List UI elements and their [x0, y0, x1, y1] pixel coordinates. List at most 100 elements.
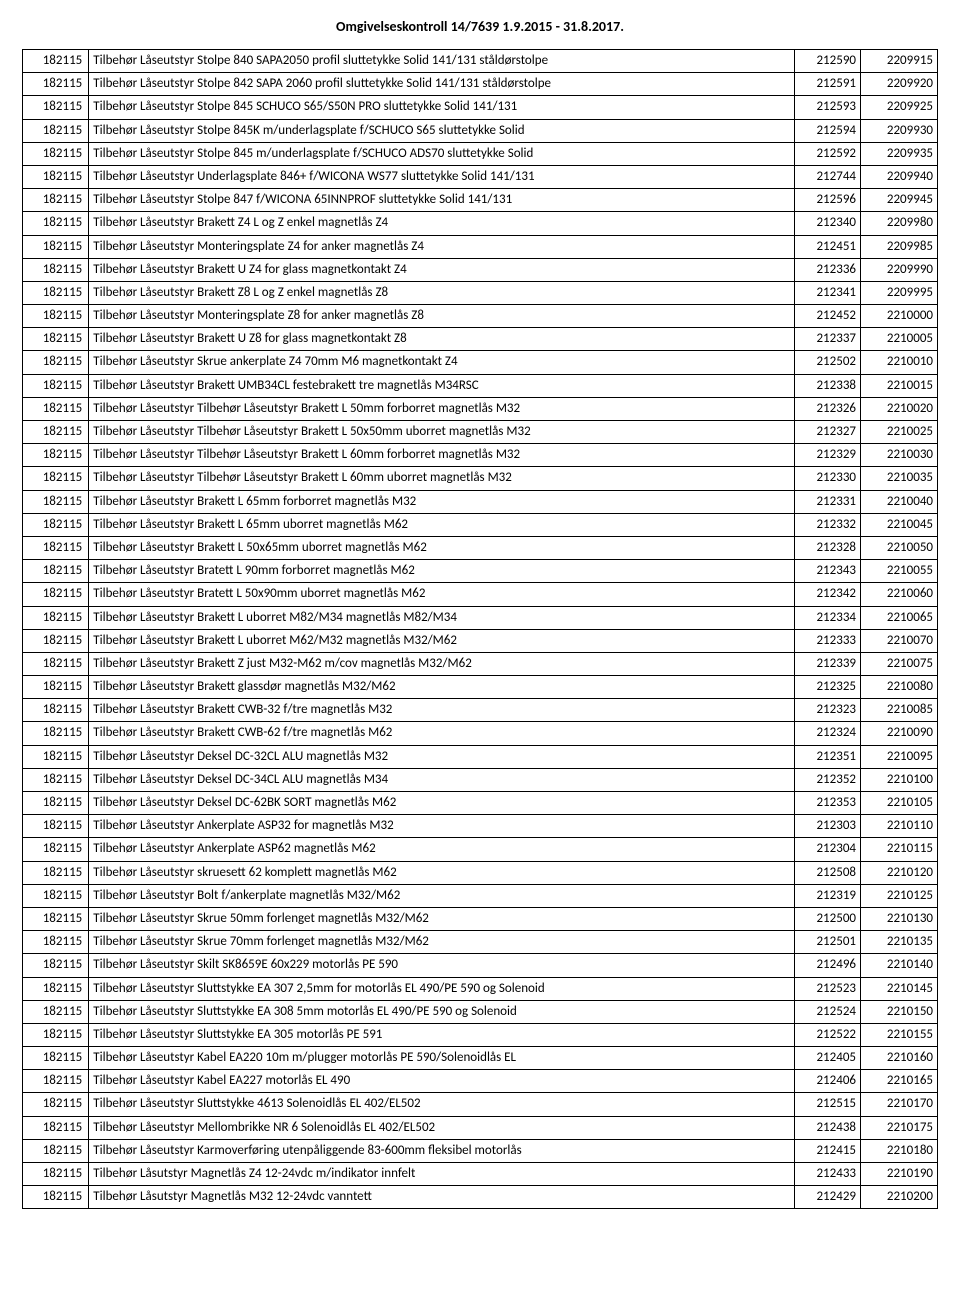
- code1-cell: 182115: [23, 838, 89, 861]
- code3-cell: 2210200: [861, 1186, 938, 1209]
- code1-cell: 182115: [23, 1023, 89, 1046]
- description-cell: Tilbehør Låseutstyr Ankerplate ASP62 mag…: [89, 838, 794, 861]
- code3-cell: 2210065: [861, 606, 938, 629]
- table-row: 182115Tilbehør Låseutstyr Brakett L ubor…: [23, 606, 938, 629]
- description-cell: Tilbehør Låseutstyr Tilbehør Låseutstyr …: [89, 467, 794, 490]
- table-row: 182115Tilbehør Låseutstyr Stolpe 845 SCH…: [23, 96, 938, 119]
- code1-cell: 182115: [23, 490, 89, 513]
- table-row: 182115Tilbehør Låseutstyr Stolpe 840 SAP…: [23, 50, 938, 73]
- code3-cell: 2210085: [861, 699, 938, 722]
- code1-cell: 182115: [23, 189, 89, 212]
- code2-cell: 212451: [794, 235, 860, 258]
- code3-cell: 2210140: [861, 954, 938, 977]
- code1-cell: 182115: [23, 792, 89, 815]
- code3-cell: 2210070: [861, 629, 938, 652]
- code1-cell: 182115: [23, 1186, 89, 1209]
- code1-cell: 182115: [23, 96, 89, 119]
- code1-cell: 182115: [23, 745, 89, 768]
- table-row: 182115Tilbehør Låseutstyr Brakett CWB-32…: [23, 699, 938, 722]
- description-cell: Tilbehør Låseutstyr Brakett CWB-62 f/tre…: [89, 722, 794, 745]
- table-row: 182115Tilbehør Låseutstyr Tilbehør Låseu…: [23, 444, 938, 467]
- code3-cell: 2210055: [861, 560, 938, 583]
- table-row: 182115Tilbehør Låseutstyr Ankerplate ASP…: [23, 838, 938, 861]
- table-row: 182115Tilbehør Låseutstyr Skrue ankerpla…: [23, 351, 938, 374]
- code1-cell: 182115: [23, 1163, 89, 1186]
- description-cell: Tilbehør Låseutstyr Skrue 70mm forlenget…: [89, 931, 794, 954]
- code3-cell: 2209995: [861, 281, 938, 304]
- table-row: 182115Tilbehør Låseutstyr Tilbehør Låseu…: [23, 467, 938, 490]
- code3-cell: 2209945: [861, 189, 938, 212]
- code1-cell: 182115: [23, 467, 89, 490]
- table-row: 182115Tilbehør Låseutstyr Brakett UMB34C…: [23, 374, 938, 397]
- description-cell: Tilbehør Låseutstyr Brakett L 65mm forbo…: [89, 490, 794, 513]
- code2-cell: 212338: [794, 374, 860, 397]
- code2-cell: 212333: [794, 629, 860, 652]
- table-row: 182115Tilbehør Låseutstyr Brakett L 65mm…: [23, 490, 938, 513]
- code1-cell: 182115: [23, 768, 89, 791]
- code3-cell: 2210000: [861, 305, 938, 328]
- code1-cell: 182115: [23, 444, 89, 467]
- code2-cell: 212523: [794, 977, 860, 1000]
- description-cell: Tilbehør Låsutstyr Magnetlås M32 12-24vd…: [89, 1186, 794, 1209]
- data-table: 182115Tilbehør Låseutstyr Stolpe 840 SAP…: [22, 49, 938, 1209]
- table-row: 182115Tilbehør Låseutstyr Brakett L ubor…: [23, 629, 938, 652]
- table-row: 182115Tilbehør Låseutstyr Bolt f/ankerpl…: [23, 884, 938, 907]
- code3-cell: 2210035: [861, 467, 938, 490]
- table-row: 182115Tilbehør Låseutstyr Ankerplate ASP…: [23, 815, 938, 838]
- code3-cell: 2209935: [861, 142, 938, 165]
- code2-cell: 212341: [794, 281, 860, 304]
- description-cell: Tilbehør Låseutstyr Brakett L uborret M8…: [89, 606, 794, 629]
- code2-cell: 212405: [794, 1047, 860, 1070]
- table-row: 182115Tilbehør Låseutstyr Tilbehør Låseu…: [23, 421, 938, 444]
- code1-cell: 182115: [23, 606, 89, 629]
- description-cell: Tilbehør Låseutstyr Brakett U Z4 for gla…: [89, 258, 794, 281]
- code2-cell: 212303: [794, 815, 860, 838]
- code3-cell: 2209915: [861, 50, 938, 73]
- code3-cell: 2210165: [861, 1070, 938, 1093]
- table-row: 182115Tilbehør Låseutstyr Mellombrikke N…: [23, 1116, 938, 1139]
- code1-cell: 182115: [23, 954, 89, 977]
- code2-cell: 212433: [794, 1163, 860, 1186]
- code3-cell: 2210130: [861, 907, 938, 930]
- table-row: 182115Tilbehør Låseutstyr Tilbehør Låseu…: [23, 397, 938, 420]
- description-cell: Tilbehør Låseutstyr Tilbehør Låseutstyr …: [89, 444, 794, 467]
- table-row: 182115Tilbehør Låseutstyr Stolpe 845 m/u…: [23, 142, 938, 165]
- code1-cell: 182115: [23, 583, 89, 606]
- code2-cell: 212438: [794, 1116, 860, 1139]
- code1-cell: 182115: [23, 421, 89, 444]
- code3-cell: 2210090: [861, 722, 938, 745]
- table-row: 182115Tilbehør Låseutstyr Brakett U Z8 f…: [23, 328, 938, 351]
- code3-cell: 2209990: [861, 258, 938, 281]
- code2-cell: 212502: [794, 351, 860, 374]
- code3-cell: 2210105: [861, 792, 938, 815]
- code1-cell: 182115: [23, 1116, 89, 1139]
- table-row: 182115Tilbehør Låseutstyr Brakett U Z4 f…: [23, 258, 938, 281]
- description-cell: Tilbehør Låseutstyr Brakett L uborret M6…: [89, 629, 794, 652]
- code1-cell: 182115: [23, 560, 89, 583]
- code2-cell: 212515: [794, 1093, 860, 1116]
- description-cell: Tilbehør Låseutstyr Stolpe 842 SAPA 2060…: [89, 73, 794, 96]
- code3-cell: 2210015: [861, 374, 938, 397]
- table-row: 182115Tilbehør Låseutstyr Skrue 50mm for…: [23, 907, 938, 930]
- code1-cell: 182115: [23, 1000, 89, 1023]
- code1-cell: 182115: [23, 1139, 89, 1162]
- code1-cell: 182115: [23, 281, 89, 304]
- code2-cell: 212334: [794, 606, 860, 629]
- table-row: 182115Tilbehør Låseutstyr Brakett CWB-62…: [23, 722, 938, 745]
- code1-cell: 182115: [23, 629, 89, 652]
- description-cell: Tilbehør Låseutstyr Tilbehør Låseutstyr …: [89, 397, 794, 420]
- description-cell: Tilbehør Låseutstyr Stolpe 845 SCHUCO S6…: [89, 96, 794, 119]
- code3-cell: 2210030: [861, 444, 938, 467]
- table-row: 182115Tilbehør Låseutstyr Sluttstykke EA…: [23, 1023, 938, 1046]
- description-cell: Tilbehør Låseutstyr Brakett U Z8 for gla…: [89, 328, 794, 351]
- code2-cell: 212323: [794, 699, 860, 722]
- table-row: 182115Tilbehør Låsutstyr Magnetlås Z4 12…: [23, 1163, 938, 1186]
- code3-cell: 2210150: [861, 1000, 938, 1023]
- table-row: 182115Tilbehør Låseutstyr Brakett Z4 L o…: [23, 212, 938, 235]
- code1-cell: 182115: [23, 676, 89, 699]
- code3-cell: 2210170: [861, 1093, 938, 1116]
- code2-cell: 212328: [794, 536, 860, 559]
- code3-cell: 2210135: [861, 931, 938, 954]
- description-cell: Tilbehør Låseutstyr skruesett 62 komplet…: [89, 861, 794, 884]
- code2-cell: 212592: [794, 142, 860, 165]
